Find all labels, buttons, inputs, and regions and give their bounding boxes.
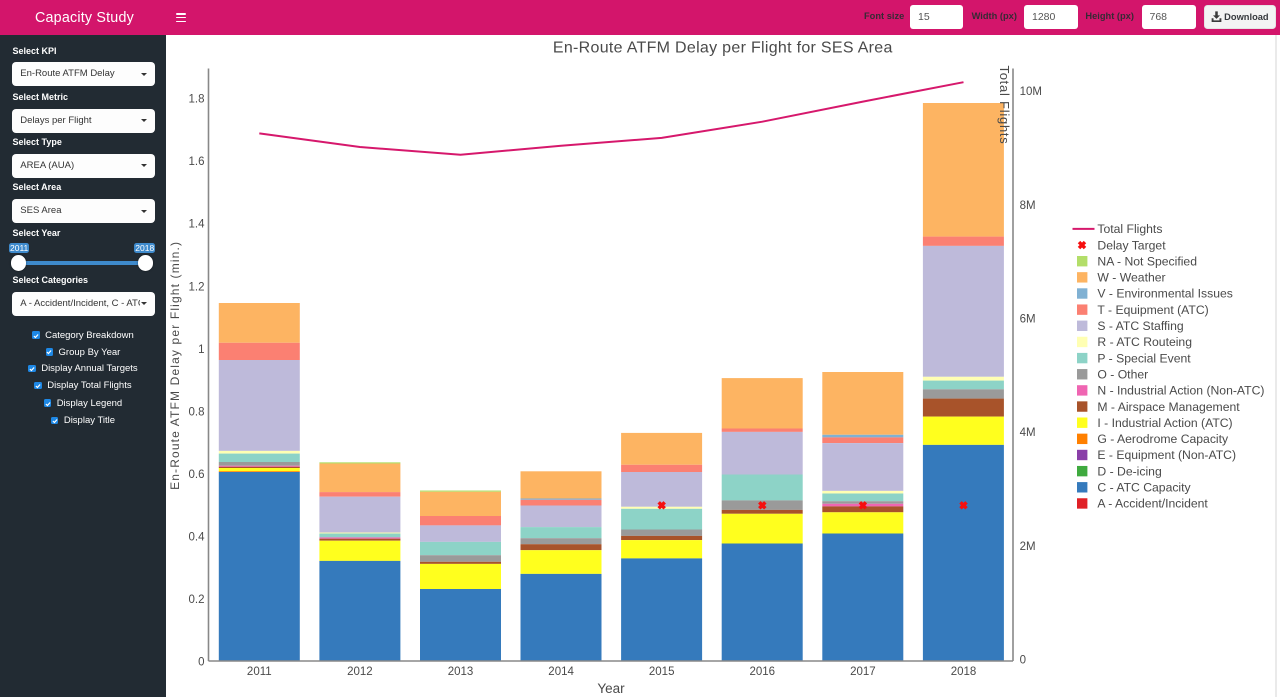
svg-text:1.4: 1.4 <box>189 218 206 230</box>
svg-text:E - Equipment (Non-ATC): E - Equipment (Non-ATC) <box>1097 448 1236 462</box>
svg-text:G - Aerodrome Capacity: G - Aerodrome Capacity <box>1097 432 1229 446</box>
svg-text:0.2: 0.2 <box>189 593 205 605</box>
svg-text:W - Weather: W - Weather <box>1097 270 1165 284</box>
svg-text:6M: 6M <box>1020 313 1036 325</box>
svg-text:I - Industrial Action (ATC): I - Industrial Action (ATC) <box>1097 415 1232 429</box>
svg-text:0: 0 <box>198 656 204 668</box>
svg-text:Delay Target: Delay Target <box>1097 238 1166 252</box>
svg-text:0: 0 <box>1020 654 1026 666</box>
svg-text:C - ATC Capacity: C - ATC Capacity <box>1097 480 1191 494</box>
svg-text:V - Environmental Issues: V - Environmental Issues <box>1097 286 1232 300</box>
svg-text:1.2: 1.2 <box>189 281 205 293</box>
svg-text:1.8: 1.8 <box>189 93 205 105</box>
svg-text:2012: 2012 <box>347 666 373 678</box>
svg-text:T - Equipment (ATC): T - Equipment (ATC) <box>1097 302 1208 316</box>
svg-text:M - Airspace Management: M - Airspace Management <box>1097 399 1240 413</box>
svg-text:Year: Year <box>597 681 625 696</box>
svg-text:10M: 10M <box>1020 86 1042 98</box>
svg-text:A - Accident/Incident: A - Accident/Incident <box>1097 496 1208 510</box>
svg-text:2015: 2015 <box>649 666 675 678</box>
svg-text:N - Industrial Action (Non-ATC: N - Industrial Action (Non-ATC) <box>1097 383 1264 397</box>
svg-text:8M: 8M <box>1020 199 1036 211</box>
svg-text:En-Route ATFM Delay per Flight: En-Route ATFM Delay per Flight (min.) <box>168 240 182 489</box>
svg-text:1.6: 1.6 <box>189 156 205 168</box>
svg-text:En-Route ATFM Delay per Flight: En-Route ATFM Delay per Flight for SES A… <box>553 39 893 56</box>
svg-text:2016: 2016 <box>750 666 776 678</box>
svg-text:0.8: 0.8 <box>189 406 205 418</box>
svg-text:2014: 2014 <box>548 666 574 678</box>
svg-text:S - ATC Staffing: S - ATC Staffing <box>1097 319 1183 333</box>
svg-text:NA - Not Specified: NA - Not Specified <box>1097 254 1197 268</box>
svg-text:2M: 2M <box>1020 540 1036 552</box>
svg-text:R - ATC Routeing: R - ATC Routeing <box>1097 335 1192 349</box>
svg-text:2018: 2018 <box>951 666 977 678</box>
svg-text:0.4: 0.4 <box>189 531 206 543</box>
svg-text:P - Special Event: P - Special Event <box>1097 351 1191 365</box>
svg-text:D - De-icing: D - De-icing <box>1097 464 1161 478</box>
svg-text:Total Flights: Total Flights <box>1097 222 1162 236</box>
svg-text:2013: 2013 <box>448 666 474 678</box>
svg-text:2017: 2017 <box>850 666 876 678</box>
svg-text:4M: 4M <box>1020 427 1036 439</box>
svg-text:O - Other: O - Other <box>1097 367 1148 381</box>
svg-text:2011: 2011 <box>247 666 272 678</box>
svg-text:0.6: 0.6 <box>189 468 205 480</box>
svg-text:Total Flights: Total Flights <box>997 65 1012 144</box>
svg-text:1: 1 <box>198 343 204 355</box>
